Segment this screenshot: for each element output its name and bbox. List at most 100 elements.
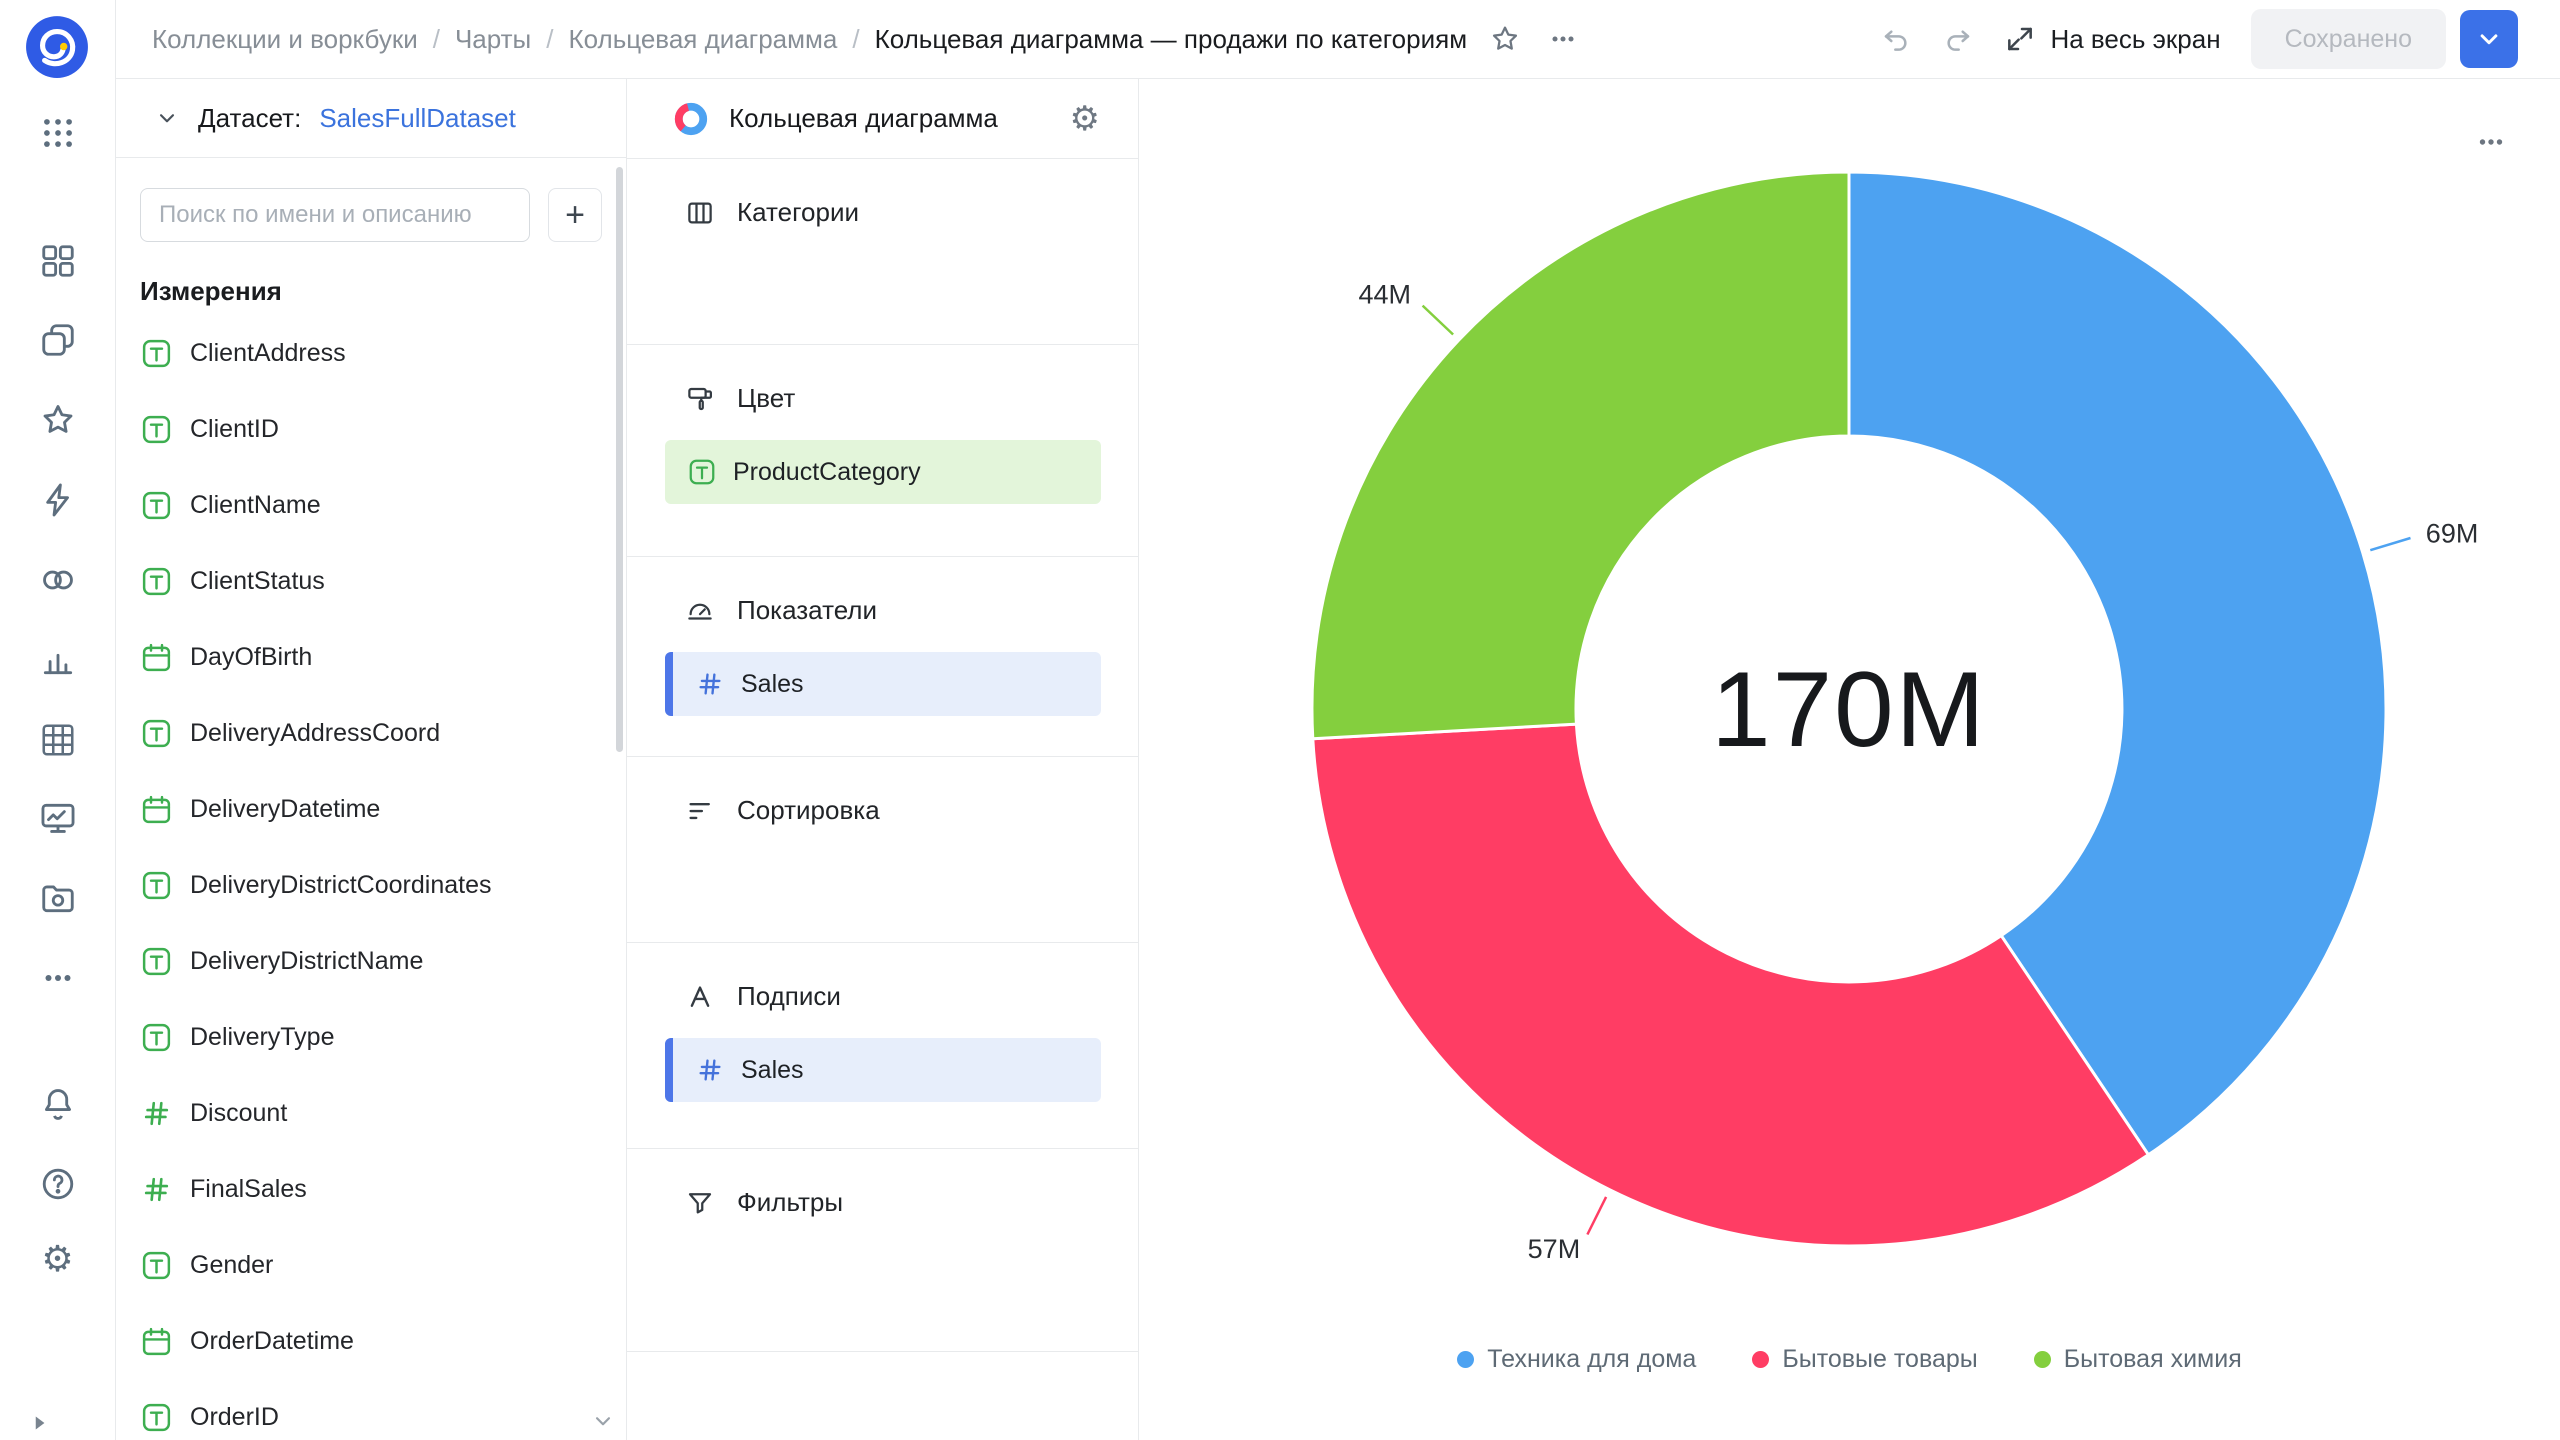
charts-icon[interactable] [39,641,77,679]
notifications-icon[interactable] [39,1085,77,1123]
slice-callout-line [1586,1196,1608,1236]
dataset-field-DayOfBirth[interactable]: DayOfBirth [116,619,626,695]
section-labels[interactable]: Подписи Sales [627,943,1138,1149]
dataset-field-FinalSales[interactable]: FinalSales [116,1151,626,1227]
dataset-field-ClientStatus[interactable]: ClientStatus [116,543,626,619]
breadcrumb: Коллекции и воркбуки Чарты Кольцевая диа… [152,24,1467,55]
settings-icon[interactable]: ⚙ [41,1238,74,1279]
donut-slice-3[interactable] [1310,170,1851,741]
color-icon [685,384,715,414]
field-name: ClientAddress [190,338,346,367]
scroll-down-icon[interactable] [590,1408,616,1434]
legend-item-3[interactable]: Бытовая химия [2033,1345,2242,1374]
slice-value-label: 44M [1358,280,1411,310]
breadcrumb-item-donut[interactable]: Кольцевая диаграмма [568,24,874,55]
files-icon[interactable] [39,879,77,917]
collapse-rail-icon[interactable] [26,1410,52,1436]
apps-grid-icon[interactable] [39,114,77,152]
dataset-field-DeliveryAddressCoord[interactable]: DeliveryAddressCoord [116,695,626,771]
legend-label: Бытовая химия [2063,1345,2242,1373]
chevron-down-icon [2474,24,2504,54]
section-categories[interactable]: Категории [627,159,1138,345]
chart-config-panel: Кольцевая диаграмма ⚙ Категории Цвет Pro… [627,79,1139,1440]
dataset-field-DeliveryType[interactable]: DeliveryType [116,999,626,1075]
fullscreen-control[interactable]: На весь экран [2004,23,2221,55]
quick-start-icon[interactable] [39,481,77,519]
dataset-field-DeliveryDatetime[interactable]: DeliveryDatetime [116,771,626,847]
dashboards-icon[interactable] [39,799,77,837]
string-type-icon [140,1249,173,1282]
datasets-icon[interactable] [39,721,77,759]
fullscreen-icon [2004,23,2036,55]
string-type-icon [140,337,173,370]
chart-legend: Техника для дома Бытовые товары Бытовая хи… [1139,1345,2560,1374]
field-search-input[interactable] [140,188,530,242]
donut-chart-type-icon[interactable] [671,99,711,139]
field-name: Discount [190,1098,288,1127]
section-filters[interactable]: Фильтры [627,1149,1138,1352]
field-name: OrderDatetime [190,1326,354,1355]
section-color[interactable]: Цвет ProductCategory [627,345,1138,557]
save-menu-button[interactable] [2460,10,2518,68]
measure-field-pill[interactable]: Sales [665,652,1101,716]
breadcrumb-item-charts[interactable]: Чарты [455,24,569,55]
labels-field-pill[interactable]: Sales [665,1038,1101,1102]
donut-slice-2[interactable] [1311,722,2150,1248]
number-type-icon [695,669,725,699]
string-type-icon [687,457,717,487]
collections-icon[interactable] [39,321,77,359]
field-name: DeliveryDatetime [190,794,381,823]
number-type-icon [695,1055,725,1085]
legend-item-2[interactable]: Бытовые товары [1752,1345,1978,1374]
dataset-field-Gender[interactable]: Gender [116,1227,626,1303]
more-actions-icon[interactable] [1547,23,1579,55]
sorting-icon [685,796,715,826]
legend-label: Бытовые товары [1782,1345,1978,1373]
dataset-field-OrderID[interactable]: OrderID [116,1379,626,1440]
breadcrumb-item-collections[interactable]: Коллекции и воркбуки [152,24,455,55]
section-measures[interactable]: Показатели Sales [627,557,1138,757]
dataset-field-DeliveryDistrictCoordinates[interactable]: DeliveryDistrictCoordinates [116,847,626,923]
chevron-down-icon[interactable] [154,105,180,131]
chart-settings-gear-icon[interactable]: ⚙ [1069,99,1100,138]
dataset-field-ClientAddress[interactable]: ClientAddress [116,315,626,391]
section-label: Показатели [737,595,877,625]
dataset-name-link[interactable]: SalesFullDataset [319,102,516,133]
donut-chart: 69M 57M 44M 170M [1310,170,2478,1264]
more-icon[interactable] [39,959,77,997]
chart-type-header: Кольцевая диаграмма ⚙ [627,79,1138,159]
dataset-header: Датасет: SalesFullDataset [116,79,626,158]
number-type-icon [140,1173,173,1206]
dataset-field-Discount[interactable]: Discount [116,1075,626,1151]
datalens-logo[interactable] [24,14,90,80]
workbooks-icon[interactable] [39,242,77,280]
color-field-pill[interactable]: ProductCategory [665,440,1101,504]
labels-field-label: Sales [741,1055,804,1084]
redo-icon[interactable] [1942,23,1974,55]
section-sorting[interactable]: Сортировка [627,757,1138,943]
dataset-label: Датасет: [198,102,302,133]
string-type-icon [140,489,173,522]
slice-callout-line [1421,304,1454,336]
dataset-scrollbar[interactable] [616,167,623,752]
dataset-field-OrderDatetime[interactable]: OrderDatetime [116,1303,626,1379]
field-name: FinalSales [190,1174,307,1203]
add-field-button[interactable]: + [548,188,602,242]
donut-slice-1[interactable] [1847,170,2388,1157]
date-type-icon [140,793,173,826]
dataset-field-ClientName[interactable]: ClientName [116,467,626,543]
slice-callout-line [2369,536,2411,552]
favorite-star-icon[interactable] [1489,23,1521,55]
chart-menu-icon[interactable] [2474,125,2508,159]
field-name: OrderID [190,1402,279,1431]
string-type-icon [140,945,173,978]
undo-icon[interactable] [1880,23,1912,55]
field-name: DeliveryDistrictCoordinates [190,870,492,899]
dataset-field-ClientID[interactable]: ClientID [116,391,626,467]
legend-item-1[interactable]: Техника для дома [1457,1345,1696,1374]
favorites-icon[interactable] [39,401,77,439]
connections-icon[interactable] [39,561,77,599]
saved-button[interactable]: Сохранено [2250,9,2446,69]
help-icon[interactable] [39,1165,77,1203]
dataset-field-DeliveryDistrictName[interactable]: DeliveryDistrictName [116,923,626,999]
